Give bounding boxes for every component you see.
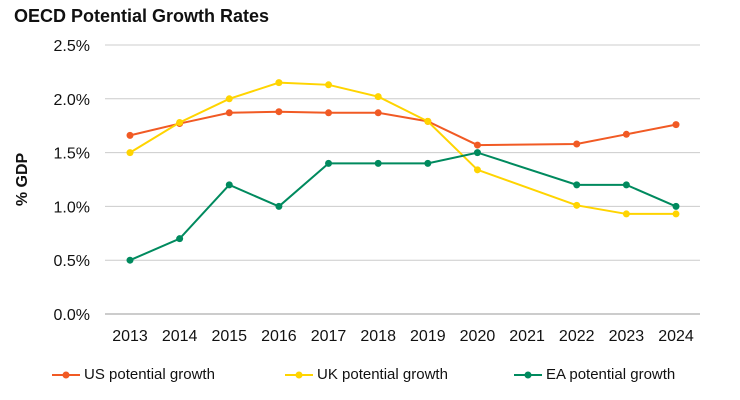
y-tick-label: 2.0% [54, 92, 90, 109]
legend-marker-us [52, 371, 80, 378]
series-line-1 [129, 81, 676, 215]
data-point-2 [275, 202, 283, 210]
y-tick-label: 0.0% [54, 307, 90, 324]
data-point-2 [176, 235, 184, 243]
x-tick-label: 2017 [311, 328, 347, 345]
x-tick-label: 2024 [658, 328, 694, 345]
data-point-0 [225, 109, 233, 117]
data-point-2 [672, 202, 680, 210]
x-tick-label: 2016 [261, 328, 297, 345]
data-point-2 [225, 181, 233, 189]
legend-label-us: US potential growth [84, 366, 215, 383]
legend-label-uk: UK potential growth [317, 366, 448, 383]
x-tick-label: 2022 [559, 328, 595, 345]
data-point-0 [275, 108, 283, 116]
y-tick-label: 1.0% [54, 199, 90, 216]
data-point-0 [126, 131, 134, 139]
data-point-1 [275, 79, 283, 87]
legend-item-ea: EA potential growth [514, 366, 675, 383]
legend-item-uk: UK potential growth [285, 366, 448, 383]
series-line-0 [129, 110, 677, 147]
x-tick-label: 2019 [410, 328, 446, 345]
y-tick-label: 0.5% [54, 253, 90, 270]
x-tick-label: 2014 [162, 328, 198, 345]
y-tick-label: 2.5% [54, 38, 90, 55]
x-tick-label: 2023 [609, 328, 645, 345]
data-point-1 [622, 210, 630, 218]
data-point-1 [473, 166, 481, 174]
data-point-1 [374, 93, 382, 101]
data-point-0 [672, 121, 680, 129]
legend-label-ea: EA potential growth [546, 366, 676, 383]
data-point-0 [573, 140, 581, 148]
data-point-2 [374, 159, 382, 167]
data-point-1 [225, 95, 233, 103]
y-axis-label: % GDP [14, 153, 31, 207]
chart-title: OECD Potential Growth Rates [14, 6, 270, 26]
x-tick-label: 2013 [112, 328, 148, 345]
legend-marker-ea [514, 371, 542, 378]
x-tick-label: 2021 [509, 328, 545, 345]
legend-item-us: US potential growth [52, 366, 215, 383]
y-tick-label: 1.5% [54, 146, 90, 163]
data-point-1 [325, 81, 333, 89]
legend-marker-uk [285, 371, 313, 378]
data-point-1 [424, 117, 432, 125]
x-tick-label: 2020 [460, 328, 496, 345]
data-point-2 [473, 149, 481, 157]
x-tick-label: 2018 [360, 328, 396, 345]
data-point-1 [672, 210, 680, 218]
data-point-0 [473, 141, 481, 149]
data-point-2 [424, 159, 432, 167]
x-tick-label: 2015 [211, 328, 247, 345]
data-point-1 [176, 118, 184, 126]
data-point-1 [573, 201, 581, 209]
data-point-0 [374, 109, 382, 117]
data-point-2 [622, 181, 630, 189]
data-point-2 [573, 181, 581, 189]
line-chart: 0.0% 0.5% 1.0% 1.5% 2.0% 2.5% 2013 2014 2015 2016… [14, 38, 700, 345]
data-point-1 [126, 149, 134, 157]
data-point-2 [126, 256, 134, 264]
data-point-2 [325, 159, 333, 167]
data-point-0 [325, 109, 333, 117]
data-point-0 [622, 130, 630, 138]
